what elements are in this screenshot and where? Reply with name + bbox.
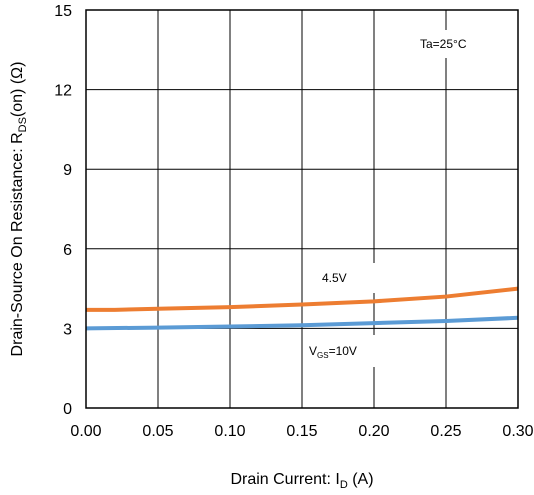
x-tick-label: 0.00 — [70, 423, 101, 440]
series-line-1 — [85, 315, 519, 331]
ticks-layer: 0.00 0.05 0.10 0.15 0.20 0.25 0.30 0 3 6 9 12 15 — [54, 3, 533, 440]
temperature-annotation: Ta=25°C — [420, 37, 467, 51]
series-layer — [85, 286, 519, 331]
x-tick-label: 0.15 — [286, 423, 317, 440]
x-tick-label: 0.20 — [358, 423, 389, 440]
label-4-5v: 4.5V — [322, 271, 347, 285]
y-axis-title-main: Drain-Source On Resistance: R — [9, 132, 26, 356]
x-tick-label: 0.05 — [142, 423, 173, 440]
x-tick-label: 0.25 — [430, 423, 461, 440]
y-tick-label: 15 — [54, 3, 72, 20]
y-tick-label: 3 — [63, 321, 72, 338]
temperature-annotation-bg — [412, 30, 488, 58]
x-axis-title-unit: (A) — [348, 471, 374, 488]
x-tick-label: 0.10 — [214, 423, 245, 440]
y-axis-title-unit: (on) (Ω) — [9, 62, 26, 118]
x-tick-label: 0.30 — [502, 423, 533, 440]
plot-frame — [85, 9, 519, 409]
grid-layer — [85, 9, 519, 409]
label-4-5v-bg — [305, 263, 375, 293]
label-vgs10: VGS=10V — [309, 344, 357, 360]
y-tick-label: 9 — [63, 162, 72, 179]
y-axis-title: Drain-Source On Resistance: RDS(on) (Ω) — [9, 62, 29, 357]
label-vgs10-tail: =10V — [329, 344, 357, 358]
y-axis-title-sub: DS — [17, 117, 29, 132]
series-line-0 — [86, 286, 519, 312]
x-axis-title-main: Drain Current: I — [230, 471, 339, 488]
label-vgs10-v: V — [309, 344, 317, 358]
x-axis-title-sub: D — [340, 479, 348, 491]
y-tick-label: 6 — [63, 242, 72, 259]
label-vgs10-bg — [305, 335, 375, 367]
x-axis-title: Drain Current: ID (A) — [230, 471, 373, 491]
label-vgs10-sub: GS — [317, 351, 329, 360]
y-tick-label: 12 — [54, 83, 72, 100]
y-tick-label: 0 — [63, 401, 72, 418]
